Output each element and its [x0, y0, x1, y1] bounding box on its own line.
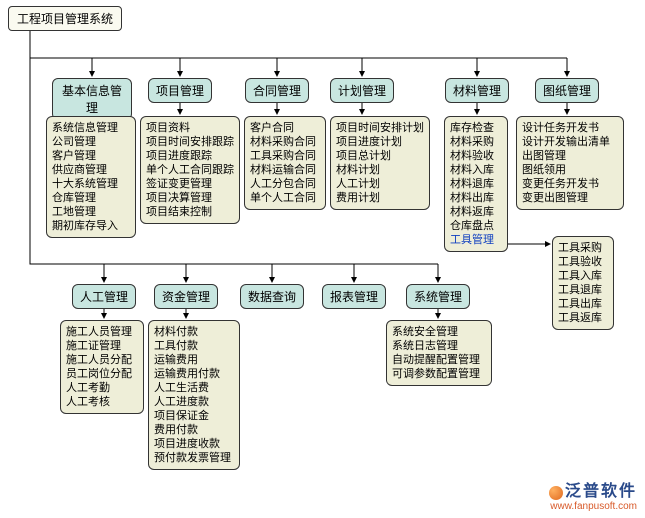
item-row: 费用计划 — [336, 191, 424, 205]
item-row: 工地管理 — [52, 205, 130, 219]
item-row: 材料退库 — [450, 177, 502, 191]
item-row: 设计开发输出清单 — [522, 135, 618, 149]
item-row: 员工岗位分配 — [66, 367, 138, 381]
item-row: 材料采购 — [450, 135, 502, 149]
item-row: 运输费用付款 — [154, 367, 234, 381]
item-row: 人工考核 — [66, 395, 138, 409]
item-row: 人工进度款 — [154, 395, 234, 409]
item-row: 出图管理 — [522, 149, 618, 163]
itembox-c3: 客户合同材料采购合同工具采购合同材料运输合同人工分包合同单个人工合同 — [244, 116, 326, 210]
item-row: 费用付款 — [154, 423, 234, 437]
item-row: 项目时间安排跟踪 — [146, 135, 234, 149]
item-row: 变更出图管理 — [522, 191, 618, 205]
item-row: 变更任务开发书 — [522, 177, 618, 191]
item-row: 仓库盘点 — [450, 219, 502, 233]
category-c5: 材料管理 — [445, 78, 509, 103]
item-row: 材料运输合同 — [250, 163, 320, 177]
item-row: 项目资料 — [146, 121, 234, 135]
logo-icon — [549, 486, 563, 500]
item-row: 人工分包合同 — [250, 177, 320, 191]
item-row: 材料出库 — [450, 191, 502, 205]
category-c3: 合同管理 — [245, 78, 309, 103]
item-row: 客户合同 — [250, 121, 320, 135]
item-row: 运输费用 — [154, 353, 234, 367]
category-c1: 基本信息管理 — [52, 78, 132, 120]
item-row: 施工人员管理 — [66, 325, 138, 339]
category-r2: 资金管理 — [154, 284, 218, 309]
category-r4: 报表管理 — [322, 284, 386, 309]
itembox-r1: 施工人员管理施工证管理施工人员分配员工岗位分配人工考勤人工考核 — [60, 320, 144, 414]
item-row: 系统信息管理 — [52, 121, 130, 135]
itembox-c4: 项目时间安排计划项目进度计划项目总计划材料计划人工计划费用计划 — [330, 116, 430, 210]
item-row: 客户管理 — [52, 149, 130, 163]
item-row: 图纸领用 — [522, 163, 618, 177]
item-row: 预付款发票管理 — [154, 451, 234, 465]
itembox-c2: 项目资料项目时间安排跟踪项目进度跟踪单个人工合同跟踪签证变更管理项目决算管理项目… — [140, 116, 240, 224]
itembox-c6: 设计任务开发书设计开发输出清单出图管理图纸领用变更任务开发书变更出图管理 — [516, 116, 624, 210]
item-row: 系统安全管理 — [392, 325, 486, 339]
item-row: 项目进度计划 — [336, 135, 424, 149]
brand-url: www.fanpusoft.com — [549, 501, 637, 512]
item-row: 工具付款 — [154, 339, 234, 353]
item-row: 期初库存导入 — [52, 219, 130, 233]
item-row: 单个人工合同 — [250, 191, 320, 205]
item-row: 可调参数配置管理 — [392, 367, 486, 381]
item-row: 工具返库 — [558, 311, 608, 325]
item-row: 项目结束控制 — [146, 205, 234, 219]
item-row: 库存检查 — [450, 121, 502, 135]
item-row: 仓库管理 — [52, 191, 130, 205]
item-row: 工具采购合同 — [250, 149, 320, 163]
item-row: 项目保证金 — [154, 409, 234, 423]
item-row: 工具验收 — [558, 255, 608, 269]
brand-logo: 泛普软件 www.fanpusoft.com — [549, 477, 637, 512]
item-row: 供应商管理 — [52, 163, 130, 177]
item-row: 设计任务开发书 — [522, 121, 618, 135]
item-row: 工具退库 — [558, 283, 608, 297]
category-c2: 项目管理 — [148, 78, 212, 103]
item-row: 施工证管理 — [66, 339, 138, 353]
item-row: 公司管理 — [52, 135, 130, 149]
item-row: 材料验收 — [450, 149, 502, 163]
item-row: 施工人员分配 — [66, 353, 138, 367]
item-link-tool-mgmt[interactable]: 工具管理 — [450, 233, 502, 247]
item-row: 项目进度跟踪 — [146, 149, 234, 163]
item-row: 项目进度收款 — [154, 437, 234, 451]
item-row: 材料采购合同 — [250, 135, 320, 149]
item-row: 项目总计划 — [336, 149, 424, 163]
item-row: 自动提醒配置管理 — [392, 353, 486, 367]
item-row: 单个人工合同跟踪 — [146, 163, 234, 177]
category-r1: 人工管理 — [72, 284, 136, 309]
category-c4: 计划管理 — [330, 78, 394, 103]
item-row: 工具入库 — [558, 269, 608, 283]
item-row: 项目决算管理 — [146, 191, 234, 205]
item-row: 材料入库 — [450, 163, 502, 177]
itembox-r2: 材料付款工具付款运输费用运输费用付款人工生活费人工进度款项目保证金费用付款项目进… — [148, 320, 240, 470]
itembox-r5: 系统安全管理系统日志管理自动提醒配置管理可调参数配置管理 — [386, 320, 492, 386]
category-r5: 系统管理 — [406, 284, 470, 309]
category-c6: 图纸管理 — [535, 78, 599, 103]
itembox-c1: 系统信息管理公司管理客户管理供应商管理十大系统管理仓库管理工地管理期初库存导入 — [46, 116, 136, 238]
itembox-tools: 工具采购工具验收工具入库工具退库工具出库工具返库 — [552, 236, 614, 330]
category-r3: 数据查询 — [240, 284, 304, 309]
item-row: 材料计划 — [336, 163, 424, 177]
item-row: 人工计划 — [336, 177, 424, 191]
item-row: 材料付款 — [154, 325, 234, 339]
item-row: 工具出库 — [558, 297, 608, 311]
item-row: 签证变更管理 — [146, 177, 234, 191]
item-row: 项目时间安排计划 — [336, 121, 424, 135]
item-row: 人工生活费 — [154, 381, 234, 395]
root-node: 工程项目管理系统 — [8, 6, 122, 31]
root-label: 工程项目管理系统 — [17, 12, 113, 26]
item-row: 十大系统管理 — [52, 177, 130, 191]
item-row: 人工考勤 — [66, 381, 138, 395]
brand-name: 泛普软件 — [565, 483, 637, 500]
item-row: 工具采购 — [558, 241, 608, 255]
item-row: 材料返库 — [450, 205, 502, 219]
itembox-c5: 库存检查材料采购材料验收材料入库材料退库材料出库材料返库仓库盘点工具管理 — [444, 116, 508, 252]
item-row: 系统日志管理 — [392, 339, 486, 353]
